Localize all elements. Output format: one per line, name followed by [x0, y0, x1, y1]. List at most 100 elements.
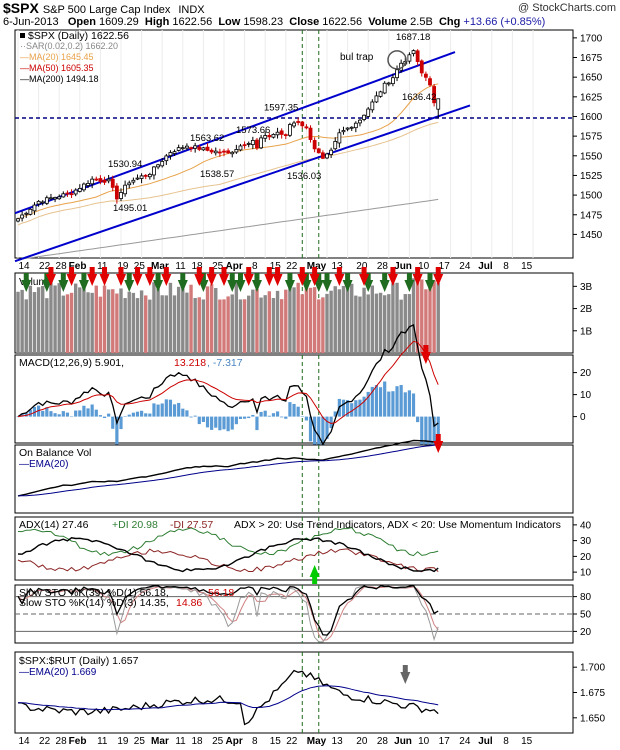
minus-di-legend: -DI 27.57	[170, 519, 213, 531]
macd-histogram-bar	[123, 416, 127, 417]
x-axis-bottom-label: 17	[439, 736, 451, 747]
macd-histogram-bar	[226, 416, 230, 432]
candle-body	[288, 124, 292, 136]
x-axis-top-label: Mar	[151, 261, 169, 272]
candle-body	[353, 122, 358, 129]
stoch-slow-legend: Slow STO %K(39) %D(1) 56.18,	[19, 587, 169, 599]
volume-bar	[156, 288, 160, 353]
macd-histogram-bar	[313, 416, 317, 453]
x-axis-bottom-label: Jun	[394, 736, 412, 747]
x-axis-bottom-label: Jul	[478, 736, 493, 747]
macd-histogram-bar	[107, 413, 111, 417]
macd-histogram-bar	[238, 416, 243, 420]
red-arrow-shaft	[48, 267, 54, 274]
macd-histogram-bar	[127, 414, 131, 417]
price-annotation: 1573.66	[236, 125, 270, 136]
volume-bar	[78, 287, 82, 353]
red-arrow-head	[297, 274, 308, 286]
stockcharts-credit[interactable]: @ StockCharts.com	[518, 2, 616, 14]
volume-bar	[201, 299, 206, 353]
ma200-legend: —MA(200) 1494.18	[20, 74, 99, 84]
macd-histogram-bar	[325, 416, 329, 439]
macd-histogram-bar	[148, 413, 152, 417]
price-axis-tick-label: 1550	[580, 151, 603, 162]
macd-histogram-bar	[346, 400, 350, 417]
volume-bar	[94, 285, 98, 353]
volume-bar	[296, 282, 300, 353]
red-arrow-shaft	[299, 267, 305, 274]
volume-bar	[395, 282, 399, 353]
macd-panel-frame	[14, 354, 574, 444]
green-arrow-head	[21, 280, 32, 292]
obv-sell-arrow-shaft	[435, 434, 441, 441]
price-legend-main: $SPX (Daily) 1622.56	[28, 30, 129, 42]
macd-histogram-bar	[296, 406, 300, 417]
macd-histogram-bar	[45, 407, 49, 417]
macd-line	[17, 323, 439, 446]
x-axis-top-label: 17	[439, 261, 451, 272]
candle-body	[189, 147, 193, 150]
x-axis-top-label: 25	[212, 261, 224, 272]
macd-histogram-bar	[102, 416, 107, 419]
x-axis-top-label: 22	[286, 261, 298, 272]
candle-body	[259, 137, 263, 149]
volume-bar	[172, 295, 177, 353]
ratio-axis-tick-label: 1.650	[580, 713, 605, 724]
price-annotation: 1538.57	[200, 169, 234, 180]
volume-bar	[181, 288, 185, 353]
volume-bar	[24, 299, 28, 353]
green-arrow-shaft	[229, 273, 235, 280]
volume-bar	[288, 287, 292, 353]
candle-body	[337, 132, 342, 144]
macd-legend: MACD(12,26,9) 5.901,	[19, 357, 124, 369]
red-arrow-shaft	[336, 267, 342, 274]
volume-bar	[135, 298, 140, 353]
macd-histogram-bar	[214, 416, 218, 428]
candle-body	[362, 114, 366, 120]
volume-bar	[399, 299, 403, 353]
x-axis-top-label: 8	[503, 261, 509, 272]
macd-axis-tick-label: 0	[580, 412, 586, 423]
macd-histogram-bar	[222, 416, 226, 430]
candle-body	[90, 178, 95, 185]
candle-body	[20, 214, 25, 219]
x-axis-bottom-label: 11	[97, 736, 108, 747]
volume-bar	[16, 291, 20, 353]
legend-swatch-price	[20, 33, 25, 38]
adx-panel-frame	[14, 516, 574, 581]
volume-bar	[300, 294, 304, 353]
x-axis-bottom-label: 19	[117, 736, 129, 747]
price-annotation: 1536.03	[287, 171, 321, 182]
candle-body	[329, 149, 334, 155]
candle-body	[230, 151, 235, 155]
volume-bar	[230, 294, 234, 353]
x-axis-top-label: 14	[18, 261, 30, 272]
candle-body	[40, 201, 45, 204]
candle-body	[226, 150, 231, 154]
index-name: S&P 500 Large Cap Index	[42, 4, 171, 16]
volume-bar	[45, 298, 49, 353]
chg-value: +13.66 (+0.85%)	[463, 16, 546, 28]
x-axis-bottom-label: 25	[212, 736, 224, 747]
adx-note: ADX > 20: Use Trend Indicators, ADX < 20…	[234, 519, 561, 531]
volume-axis-tick-label: 1B	[580, 326, 593, 337]
macd-histogram-bar	[164, 399, 168, 417]
macd-histogram-bar	[280, 416, 284, 418]
macd-histogram-bar	[168, 399, 173, 417]
red-arrow-shaft	[312, 267, 318, 274]
volume-bar	[222, 299, 226, 353]
volume-bar	[226, 296, 230, 353]
stoch-axis-tick-label: 20	[580, 627, 592, 638]
x-axis-top-label: 25	[134, 261, 146, 272]
macd-histogram-bar	[292, 403, 296, 417]
volume-bar	[378, 292, 383, 353]
volume-bar	[321, 297, 325, 353]
red-arrow-head	[334, 274, 345, 286]
obv-sell-arrow-head	[433, 441, 444, 453]
volume-bar	[36, 287, 41, 353]
candle-body	[28, 208, 33, 215]
macd-histogram-bar	[420, 416, 424, 446]
candle-body	[193, 145, 198, 149]
volume-bar	[185, 292, 189, 353]
adx-line	[17, 537, 439, 573]
